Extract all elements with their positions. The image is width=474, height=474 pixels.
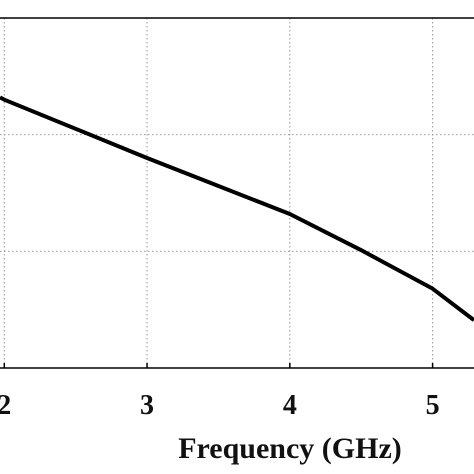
x-tick-label: 5 <box>426 390 440 421</box>
x-tick-label: 2 <box>0 390 11 421</box>
line-series <box>0 95 474 322</box>
x-tick-label: 3 <box>140 390 154 421</box>
x-axis-label: Frequency (GHz) <box>178 432 402 465</box>
x-tick-label: 4 <box>283 390 297 421</box>
